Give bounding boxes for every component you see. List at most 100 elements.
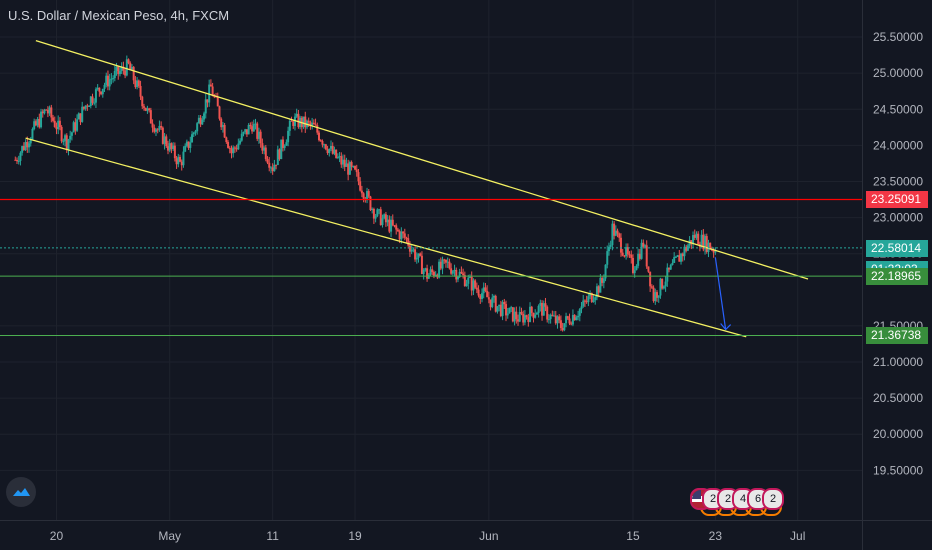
candle-body xyxy=(460,271,463,274)
candle-body xyxy=(486,290,489,298)
candle-body xyxy=(29,139,32,144)
candle-body xyxy=(76,119,79,131)
candle-body xyxy=(182,151,185,166)
candle-body xyxy=(204,99,207,114)
candle-body xyxy=(233,147,236,149)
candle-body xyxy=(297,113,300,128)
candle-body xyxy=(710,249,713,251)
candle-body xyxy=(465,283,468,287)
candle-body xyxy=(136,80,139,88)
candle-body xyxy=(216,96,219,107)
candle-body xyxy=(230,148,233,154)
candle-body xyxy=(659,278,662,296)
candle-body xyxy=(175,158,178,165)
event-badge[interactable]: 2 xyxy=(762,488,784,510)
candle-body xyxy=(257,131,260,139)
down-arrow xyxy=(714,257,727,330)
candle-body xyxy=(506,313,509,316)
candle-body xyxy=(611,223,614,246)
candle-body xyxy=(482,287,485,294)
candle-body xyxy=(474,280,477,288)
candle-body xyxy=(510,307,513,309)
candle-body xyxy=(692,235,695,245)
candle-body xyxy=(520,312,523,314)
candle-body xyxy=(209,84,212,87)
candle-body xyxy=(668,267,671,270)
candle-body xyxy=(213,96,216,98)
candle-body xyxy=(269,167,272,169)
candle-body xyxy=(287,130,290,143)
candle-body xyxy=(371,208,374,211)
candle-body xyxy=(559,320,562,329)
candle-body xyxy=(328,148,331,154)
candle-body xyxy=(410,249,413,252)
candle-body xyxy=(549,314,552,320)
candle-body xyxy=(187,141,190,148)
candle-body xyxy=(544,303,547,307)
arrow-head xyxy=(720,323,732,331)
time-tick-label: 23 xyxy=(709,529,723,543)
price-tick-label: 23.50000 xyxy=(873,174,923,188)
time-tick-label: 11 xyxy=(266,529,279,543)
candle-body xyxy=(539,302,542,306)
candle-body xyxy=(177,156,180,165)
candle-body xyxy=(110,78,113,80)
time-tick-label: 15 xyxy=(626,529,640,543)
candle-body xyxy=(223,124,226,138)
candle-body xyxy=(681,253,684,257)
candle-body xyxy=(127,59,130,64)
candle-body xyxy=(124,70,127,76)
candle-body xyxy=(450,268,453,274)
candle-body xyxy=(455,269,458,280)
candle-body xyxy=(43,109,46,114)
candle-body xyxy=(84,105,87,109)
candle-body xyxy=(700,234,703,247)
candle-body xyxy=(142,106,145,108)
candle-body xyxy=(118,71,121,75)
candle-body xyxy=(669,264,672,270)
candle-body xyxy=(362,193,365,199)
candle-body xyxy=(285,142,288,146)
candle-body xyxy=(640,242,643,259)
candle-body xyxy=(589,293,592,297)
candle-body xyxy=(487,297,490,300)
candle-body xyxy=(468,276,471,278)
tradingview-cloud-icon[interactable] xyxy=(6,477,36,507)
candle-body xyxy=(26,142,29,148)
channel-trendline xyxy=(25,137,747,338)
candle-body xyxy=(281,139,284,148)
candle-body xyxy=(662,286,665,289)
candle-body xyxy=(563,323,566,331)
candle-body xyxy=(64,135,67,141)
candle-body xyxy=(321,141,324,145)
candle-body xyxy=(137,80,140,86)
candle-body xyxy=(189,142,192,148)
candle-body xyxy=(477,289,480,296)
candle-body xyxy=(553,315,556,317)
candle-body xyxy=(34,121,37,126)
candle-body xyxy=(422,269,425,275)
candle-body xyxy=(211,86,214,97)
candle-body xyxy=(221,124,224,128)
candle-body xyxy=(326,149,329,154)
candle-body xyxy=(266,159,269,163)
candle-body xyxy=(117,66,120,75)
candle-body xyxy=(94,89,97,103)
candle-body xyxy=(631,257,634,274)
candle-body xyxy=(573,315,576,321)
candle-body xyxy=(499,304,502,316)
candle-body xyxy=(472,280,475,291)
candle-body xyxy=(16,159,19,162)
candle-body xyxy=(479,295,482,299)
candle-body xyxy=(609,245,612,247)
price-tick-label: 25.50000 xyxy=(873,30,923,44)
candle-body xyxy=(14,159,17,161)
candle-body xyxy=(529,306,532,322)
candle-body xyxy=(239,140,242,144)
candle-body xyxy=(408,245,411,252)
candle-body xyxy=(130,67,133,70)
candle-body xyxy=(654,292,657,302)
candle-body xyxy=(417,253,420,258)
candle-body xyxy=(192,132,195,135)
